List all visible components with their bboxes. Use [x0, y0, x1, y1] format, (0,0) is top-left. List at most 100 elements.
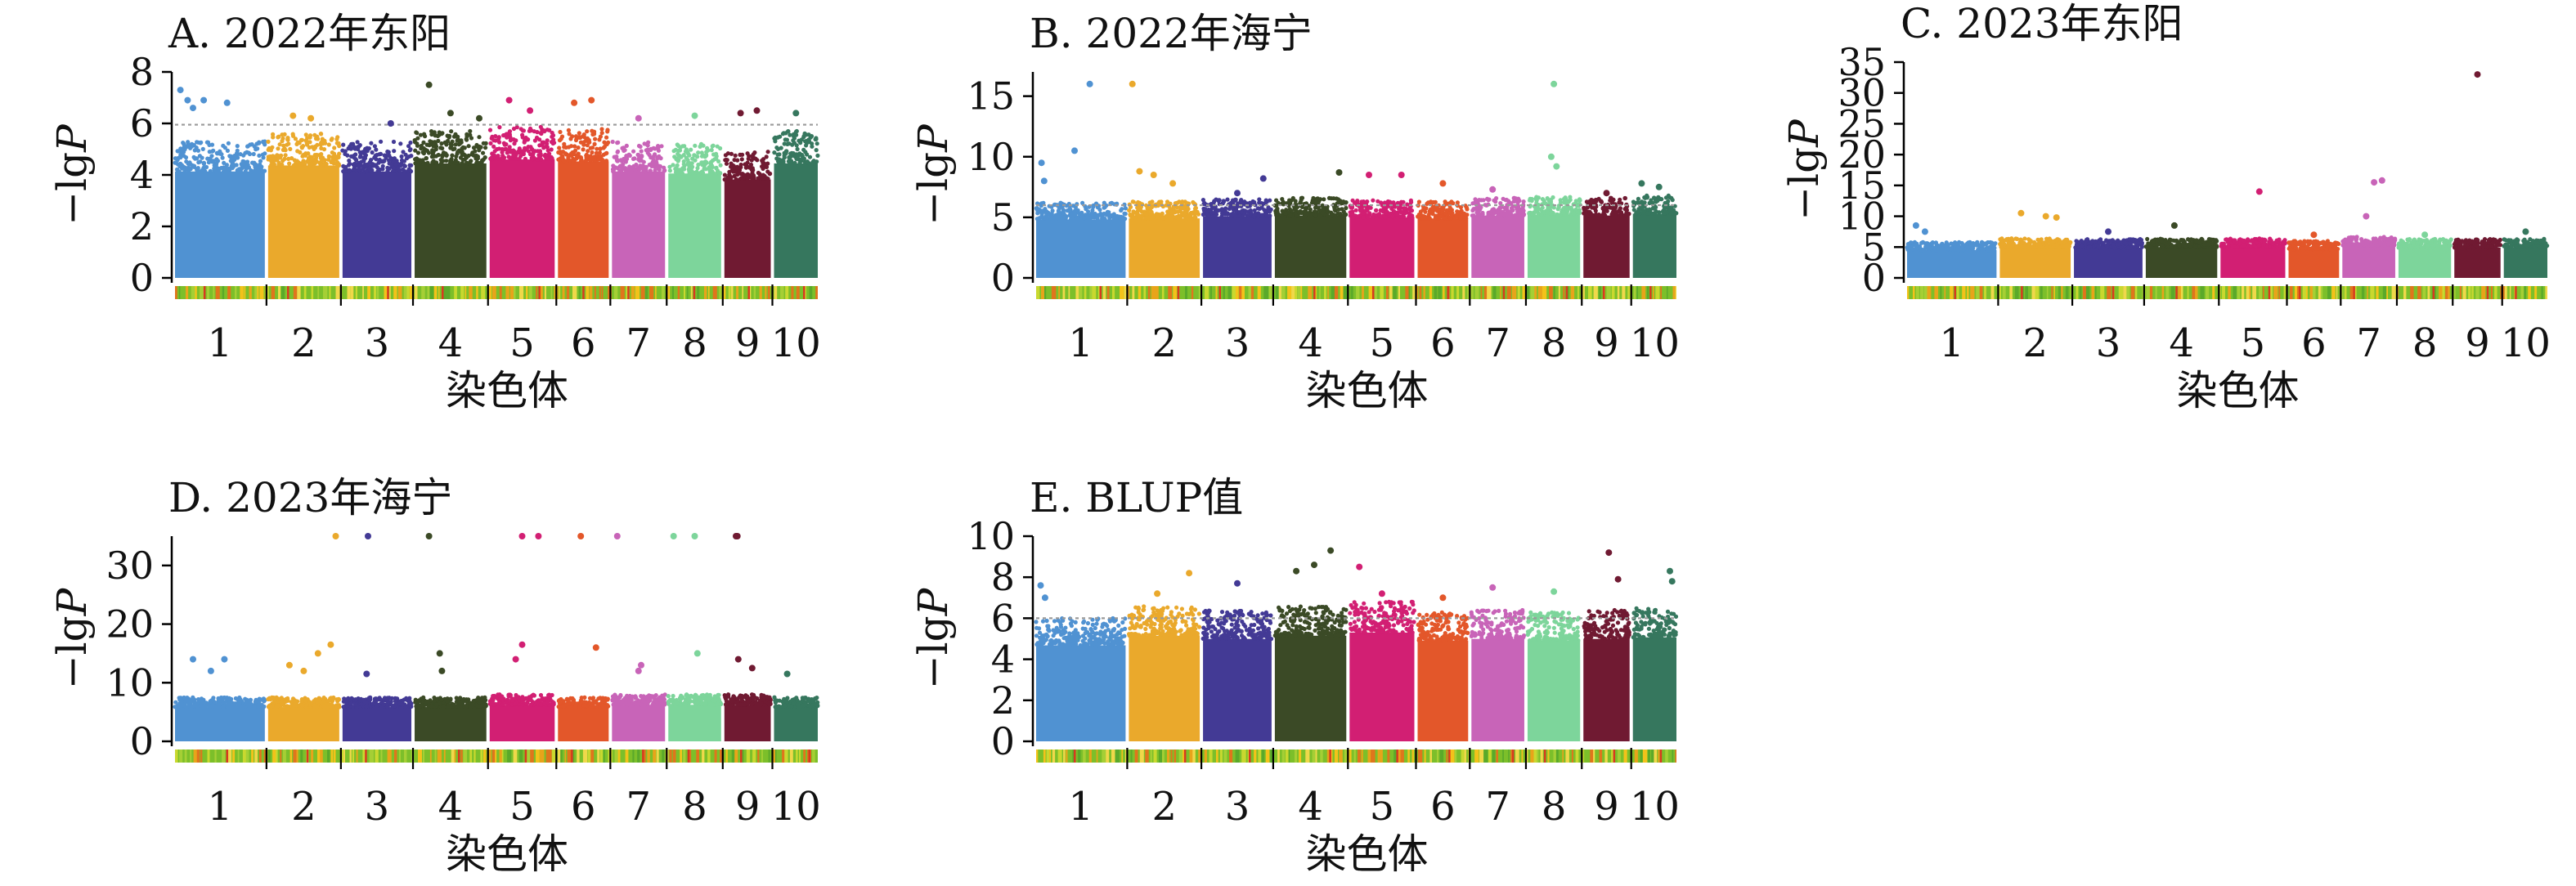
snp-point	[1219, 207, 1224, 212]
snp-point	[590, 145, 595, 150]
density-stripe	[1327, 286, 1329, 299]
snp-point	[1268, 213, 1272, 218]
chromosome-3-points	[342, 171, 412, 278]
snp-point	[695, 166, 700, 171]
snp-point	[2307, 240, 2312, 245]
snp-point	[1455, 200, 1460, 205]
data-points-outliers	[1038, 80, 1663, 197]
snp-point	[1481, 198, 1486, 203]
snp-point	[478, 161, 482, 166]
snp-point	[2154, 242, 2159, 247]
snp-point	[684, 155, 689, 160]
chromosome-9-points	[724, 179, 771, 278]
snp-point	[680, 144, 685, 149]
density-stripe	[1227, 286, 1232, 299]
snp-point	[459, 150, 464, 154]
density-stripe	[731, 286, 734, 299]
density-hotspot	[538, 286, 541, 299]
snp-point	[259, 168, 264, 174]
snp-point	[810, 159, 815, 164]
y-tick-label: 0	[991, 256, 1015, 300]
snp-point	[450, 153, 455, 158]
density-stripe	[213, 286, 215, 299]
snp-point	[1458, 216, 1463, 221]
chromosome-8-points	[1527, 214, 1581, 278]
density-stripe	[1147, 286, 1151, 299]
snp-point	[397, 168, 402, 172]
snp-point	[616, 140, 621, 145]
density-stripe	[1295, 286, 1298, 299]
snp-point	[1164, 203, 1169, 208]
snp-point	[221, 143, 226, 148]
y-axis-label: −lgP	[1780, 119, 1828, 221]
snp-point	[307, 133, 313, 138]
snp-point	[676, 143, 681, 149]
snp-point	[1130, 199, 1135, 204]
snp-point	[689, 147, 693, 152]
snp-point	[671, 149, 676, 154]
snp-point	[657, 154, 662, 159]
snp-point	[781, 131, 786, 136]
snp-point	[321, 141, 325, 146]
y-tick-label: 2	[130, 204, 154, 248]
snp-point	[391, 165, 396, 170]
snp-point	[303, 132, 308, 137]
snp-point	[2242, 243, 2246, 248]
snp-point	[1999, 244, 2004, 248]
snp-point	[2143, 244, 2148, 249]
snp-point	[2058, 239, 2063, 244]
density-stripe	[1257, 286, 1261, 299]
density-hotspot	[1177, 286, 1180, 299]
snp-point	[1934, 242, 1939, 247]
chromosome-7-points	[612, 171, 666, 278]
snp-point	[526, 145, 531, 150]
snp-point	[1604, 208, 1609, 213]
density-stripe	[719, 286, 724, 299]
snp-point	[2300, 242, 2305, 247]
density-stripe	[1380, 286, 1384, 299]
density-stripe	[469, 286, 473, 299]
snp-point	[468, 128, 473, 134]
snp-point	[508, 134, 513, 139]
snp-point	[2346, 242, 2351, 247]
snp-point	[621, 167, 626, 172]
snp-point	[1636, 209, 1640, 214]
snp-point	[814, 136, 819, 141]
density-stripe	[1563, 286, 1565, 299]
density-stripe	[1522, 286, 1526, 299]
snp-point	[1100, 213, 1105, 217]
snp-point	[258, 159, 263, 163]
density-stripe	[1393, 286, 1397, 299]
snp-point	[1123, 206, 1128, 211]
snp-point	[300, 154, 305, 159]
snp-point	[647, 152, 652, 158]
snp-point	[647, 163, 652, 168]
outlier-point-chr10	[1655, 183, 1663, 190]
snp-point	[656, 144, 661, 150]
density-stripe	[1058, 286, 1061, 299]
snp-point	[235, 168, 240, 172]
density-stripe	[601, 286, 604, 299]
density-stripe	[1281, 286, 1286, 299]
snp-point	[299, 137, 305, 142]
snp-point	[279, 153, 284, 158]
snp-point	[1174, 209, 1179, 214]
outlier-point-chr1	[1086, 80, 1093, 87]
density-hotspot	[203, 286, 206, 299]
snp-point	[288, 146, 293, 151]
snp-point	[232, 153, 237, 159]
snp-point	[2281, 239, 2286, 244]
snp-point	[1179, 206, 1184, 211]
snp-point	[374, 147, 379, 152]
chromosome-8-points	[2398, 247, 2452, 278]
snp-point	[2174, 238, 2179, 243]
snp-point	[682, 163, 687, 168]
snp-point	[1618, 212, 1623, 217]
snp-point	[574, 156, 579, 161]
snp-point	[251, 151, 256, 157]
y-tick-label: 8	[130, 50, 154, 94]
snp-point	[632, 156, 637, 161]
density-stripe	[1356, 286, 1360, 299]
density-stripe	[1530, 286, 1535, 299]
snp-point	[1390, 213, 1395, 219]
